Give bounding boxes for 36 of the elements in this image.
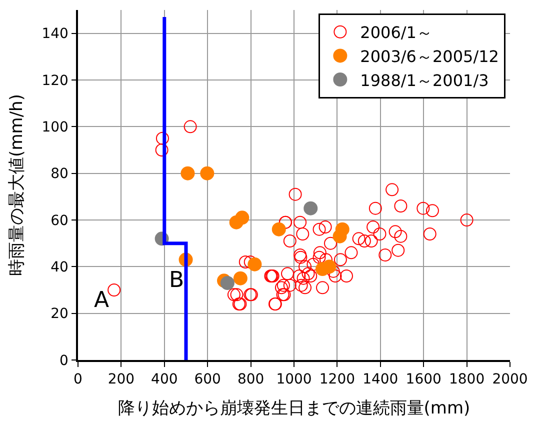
legend-label: 2003/6～2005/12 (360, 46, 499, 66)
point (180, 166, 195, 180)
x-tick-label: 1600 (406, 372, 442, 388)
y-tick-label: 80 (50, 166, 68, 182)
y-tick-label: 40 (50, 260, 68, 276)
x-tick-label: 1000 (276, 372, 312, 388)
legend-label: 2006/1～ (360, 23, 432, 42)
y-tick-label: 60 (50, 212, 68, 229)
x-tick-label: 600 (194, 372, 221, 388)
point (335, 222, 350, 236)
x-tick-label: 400 (151, 372, 178, 388)
point (322, 260, 336, 274)
y-tick-label: 100 (42, 120, 68, 136)
point (304, 201, 318, 216)
x-tick-label: 1800 (448, 372, 485, 388)
x-axis-title: 降り始めから崩壊発生日までの連続雨量(mm) (118, 398, 470, 418)
x-tick-label: 2000 (492, 372, 528, 388)
y-tick-label: 0 (60, 352, 68, 369)
point (235, 210, 250, 225)
y-tick-label: 140 (42, 26, 68, 42)
x-tick-label: 1400 (362, 372, 398, 388)
point (200, 166, 214, 180)
x-tick-label: 0 (74, 372, 82, 388)
point (248, 257, 262, 272)
x-tick-label: 1200 (319, 372, 356, 388)
y-tick-label: 120 (42, 72, 68, 89)
point (233, 271, 248, 286)
annotation: B (169, 268, 184, 293)
point (272, 222, 286, 236)
x-tick-label: 800 (237, 372, 264, 388)
legend-label: 1988/1～2001/3 (360, 70, 489, 90)
x-tick-label: 200 (108, 372, 135, 388)
y-tick-label: 20 (50, 306, 68, 322)
annotation: A (94, 288, 110, 313)
y-axis-title: 時雨量の最大値(mm/h) (6, 94, 27, 276)
point (220, 276, 234, 290)
